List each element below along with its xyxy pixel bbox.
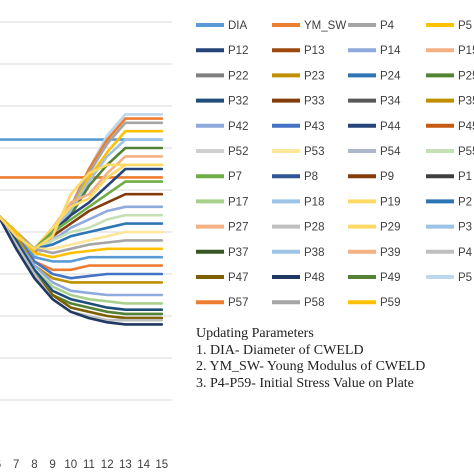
notes-line-dia: 1. DIA- Diameter of CWELD	[196, 342, 364, 358]
legend-label: P4	[380, 20, 395, 32]
notes-line-p4-p59: 3. P4-P59- Initial Stress Value on Plate	[196, 375, 414, 391]
legend-label: P42	[228, 121, 248, 133]
legend-label: P4	[458, 247, 473, 259]
series-lines	[0, 113, 164, 326]
legend-label: P5	[458, 20, 472, 32]
series-line	[0, 216, 164, 326]
x-tick-label: 7	[13, 459, 19, 471]
notes-heading: Updating Parameters	[196, 326, 314, 341]
legend-label: P2	[458, 196, 472, 208]
legend-label: P8	[304, 171, 318, 183]
parameter-notes: Updating Parameters 1. DIA- Diameter of …	[196, 326, 425, 392]
plot-area: 6789 10 11 12 13 14 15	[0, 21, 172, 471]
legend-label: P49	[380, 272, 400, 284]
legend-label: DIA	[228, 20, 248, 32]
x-tick-label: 14	[137, 459, 150, 471]
legend-label: P47	[228, 272, 248, 284]
legend-label: P23	[304, 70, 324, 82]
series-line	[0, 215, 164, 312]
legend: DIA YM_SW P4 P5 P12 P13 P14 P15 P22 P23 P24 P25 P32 P…	[196, 20, 474, 309]
legend-label: P55	[458, 146, 474, 158]
legend-label: P24	[380, 70, 401, 82]
legend-label: P48	[304, 272, 324, 284]
x-tick-label: 9	[49, 459, 55, 471]
legend-label: P7	[228, 171, 242, 183]
x-tick-label: 13	[119, 459, 132, 471]
legend-label: P38	[304, 247, 324, 259]
x-tick-label: 11	[83, 459, 95, 471]
x-tick-label: 12	[101, 459, 114, 471]
legend-label: P37	[228, 247, 248, 259]
x-tick-label: 15	[155, 459, 168, 471]
legend-label: P54	[380, 146, 401, 158]
legend-label: P5	[458, 272, 472, 284]
legend-label: P19	[380, 196, 400, 208]
legend-label: P12	[228, 45, 248, 57]
legend-label: P59	[380, 297, 400, 309]
legend-label: P35	[458, 96, 474, 108]
legend-label: P39	[380, 247, 400, 259]
legend-label: P28	[304, 222, 324, 234]
legend-label: P52	[228, 146, 248, 158]
legend-label: P17	[228, 196, 248, 208]
legend-label: P33	[304, 96, 324, 108]
legend-label: P58	[304, 297, 324, 309]
legend-label: P14	[380, 45, 401, 57]
legend-label: P3	[458, 222, 472, 234]
legend-label: P25	[458, 70, 474, 82]
legend-label: P32	[228, 96, 248, 108]
legend-label: P15	[458, 45, 474, 57]
legend-label: P45	[458, 121, 474, 133]
legend-label: P34	[380, 96, 401, 108]
legend-label: P53	[304, 146, 324, 158]
x-tick-label: 6	[0, 459, 1, 471]
legend-label: P18	[304, 196, 324, 208]
x-tick-label: 10	[64, 459, 77, 471]
legend-label: P9	[380, 171, 394, 183]
legend-label: P1	[458, 171, 472, 183]
legend-label: P22	[228, 70, 248, 82]
legend-label: P43	[304, 121, 324, 133]
x-tick-label: 8	[31, 459, 37, 471]
notes-line-ym-sw: 2. YM_SW- Young Modulus of CWELD	[196, 359, 426, 374]
x-tick-labels: 6789 10 11 12 13 14 15	[0, 459, 168, 471]
series-line	[0, 215, 164, 255]
legend-label: P57	[228, 297, 248, 309]
legend-label: P13	[304, 45, 324, 57]
legend-label: P27	[228, 222, 248, 234]
legend-label: P29	[380, 222, 400, 234]
series-line	[0, 163, 164, 251]
legend-label: P44	[380, 121, 401, 133]
legend-label: YM_SW	[304, 20, 346, 32]
